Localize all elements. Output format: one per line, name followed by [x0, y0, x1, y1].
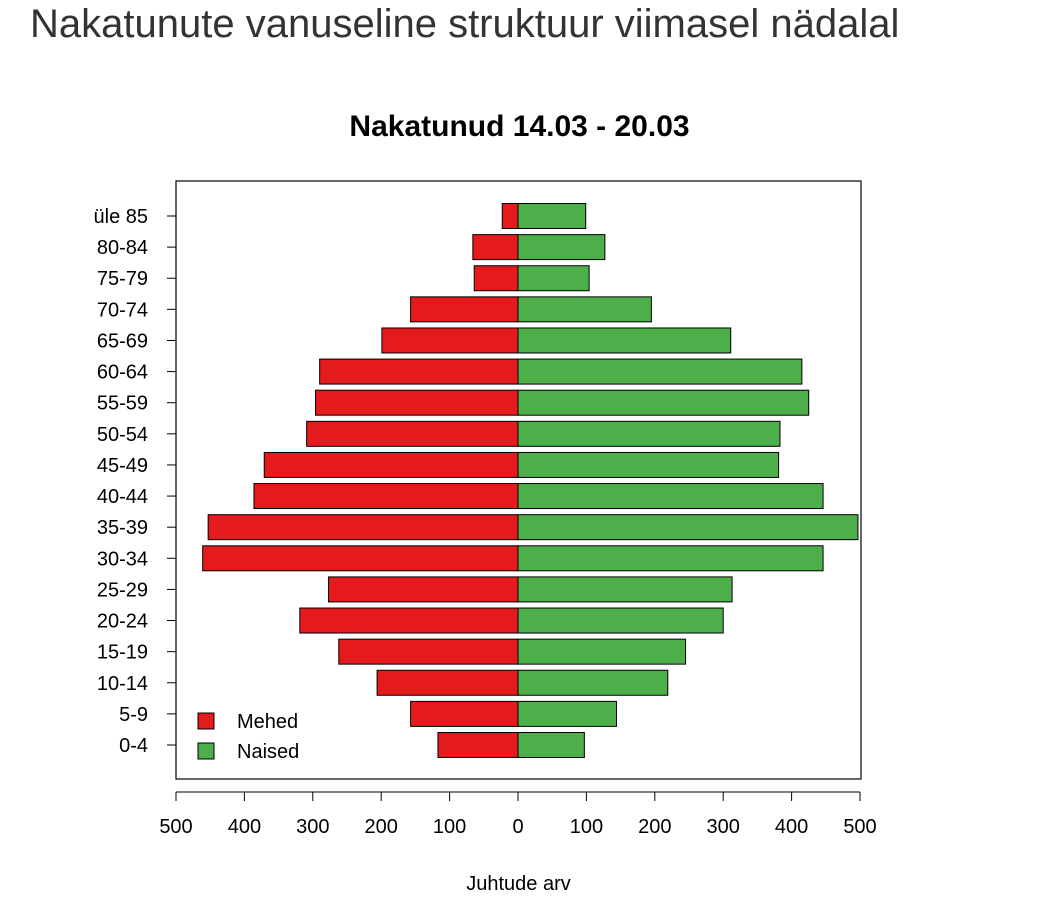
legend-swatch-naised	[197, 742, 215, 760]
bar-naised-35-39	[517, 514, 859, 541]
y-tick-label: 60-64	[97, 362, 148, 384]
bar-mehed-25-29	[328, 576, 519, 603]
x-tick-label: 500	[843, 816, 876, 838]
bar-mehed-65-69	[381, 327, 519, 354]
x-tick-label: 400	[228, 816, 261, 838]
y-tick-label: 0-4	[119, 735, 148, 757]
x-tick-label: 100	[570, 816, 603, 838]
bar-naised-30-34	[517, 545, 824, 572]
bar-naised-15-19	[517, 638, 687, 665]
x-tick-label: 200	[365, 816, 398, 838]
y-tick-label: 15-19	[97, 642, 148, 664]
bar-mehed-55-59	[315, 389, 519, 416]
bar-naised-50-54	[517, 420, 781, 447]
page-title: Nakatunute vanuseline struktuur viimasel…	[30, 2, 900, 46]
y-tick-label: 65-69	[97, 330, 148, 352]
bar-mehed-60-64	[319, 358, 519, 385]
bar-naised-40-44	[517, 483, 824, 510]
bar-naised-60-64	[517, 358, 803, 385]
x-tick-label: 400	[775, 816, 808, 838]
y-axis: 0-4 5-9 10-14 15-19 20-24 25-29 30-34 35-39 40-4…	[94, 206, 176, 757]
chart-title: Nakatunud 14.03 - 20.03	[349, 110, 689, 143]
y-tick-label: 55-59	[97, 393, 148, 415]
y-tick-label: 35-39	[97, 517, 148, 539]
y-tick-label: 75-79	[97, 268, 148, 290]
x-tick-label: 500	[159, 816, 192, 838]
bar-naised-55-59	[517, 389, 810, 416]
plot-frame	[175, 180, 862, 780]
bar-naised-70-74	[517, 296, 652, 323]
y-tick-label: 45-49	[97, 455, 148, 477]
x-tick-label: 0	[512, 816, 523, 838]
bar-naised-75-79	[517, 265, 590, 292]
bar-mehed-45-49	[263, 451, 519, 478]
bar-mehed-10-14	[376, 669, 519, 696]
bar-mehed-35-39	[207, 514, 519, 541]
bar-mehed-75-79	[473, 265, 519, 292]
bar-naised-20-24	[517, 607, 724, 634]
bar-naised-0-4	[517, 732, 585, 758]
bar-mehed-5-9	[410, 700, 519, 727]
x-tick-label: 200	[638, 816, 671, 838]
bar-naised-65-69	[517, 327, 732, 354]
bar-mehed--le-85	[501, 203, 519, 229]
bar-naised-45-49	[517, 451, 780, 478]
bar-mehed-70-74	[410, 296, 519, 323]
bar-mehed-80-84	[472, 234, 519, 261]
y-tick-label: 30-34	[97, 548, 148, 570]
x-tick-label: 300	[296, 816, 329, 838]
x-axis: 500 400 300 200 100 0 100 200 300 400 500	[159, 791, 877, 838]
y-tick-label: 40-44	[97, 486, 148, 508]
bar-mehed-40-44	[253, 483, 519, 510]
bar-naised-25-29	[517, 576, 733, 603]
y-tick-label: 20-24	[97, 611, 148, 633]
bar-naised--le-85	[517, 203, 587, 229]
bar-mehed-30-34	[202, 545, 519, 572]
bar-naised-80-84	[517, 234, 606, 261]
bar-mehed-50-54	[306, 420, 519, 447]
y-tick-label: 25-29	[97, 579, 148, 601]
bars-layer	[202, 203, 859, 758]
bar-mehed-0-4	[437, 732, 519, 758]
x-tick-label: 300	[707, 816, 740, 838]
legend-label-naised: Naised	[237, 741, 299, 763]
bar-naised-10-14	[517, 669, 669, 696]
legend-swatch-mehed	[197, 712, 215, 730]
y-tick-label: 80-84	[97, 237, 148, 259]
y-tick-label: 5-9	[119, 704, 148, 726]
x-axis-label: Juhtude arv	[466, 873, 571, 895]
y-tick-label: 70-74	[97, 299, 148, 321]
y-tick-label: 10-14	[97, 673, 148, 695]
x-tick-label: 100	[433, 816, 466, 838]
legend: Mehed Naised	[197, 711, 299, 763]
y-tick-label: üle 85	[94, 206, 149, 228]
y-tick-label: 50-54	[97, 424, 148, 446]
bar-mehed-15-19	[338, 638, 519, 665]
bar-naised-5-9	[517, 700, 617, 727]
legend-label-mehed: Mehed	[237, 711, 298, 733]
bar-mehed-20-24	[299, 607, 519, 634]
